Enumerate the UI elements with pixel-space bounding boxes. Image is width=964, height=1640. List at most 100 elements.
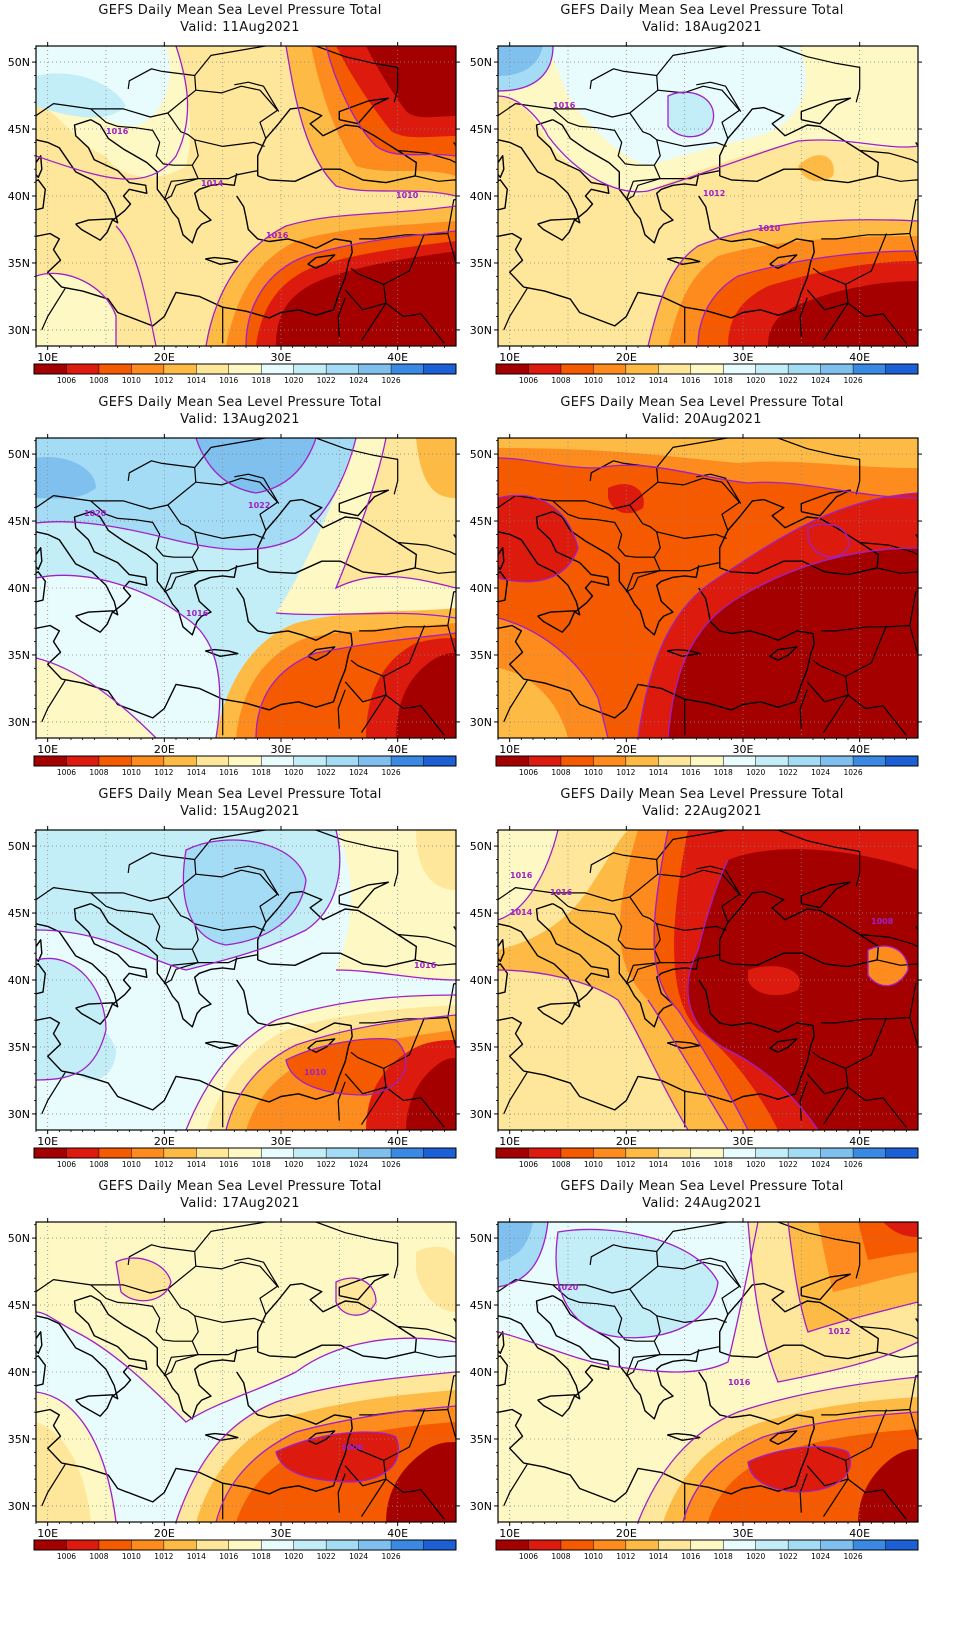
color-bar-swatch xyxy=(853,1148,886,1158)
color-bar-label: 1012 xyxy=(616,768,635,777)
color-bar-label: 1006 xyxy=(519,1160,538,1169)
country-border xyxy=(360,694,445,736)
country-border xyxy=(191,531,265,558)
country-border xyxy=(822,694,907,736)
color-bar-label: 1014 xyxy=(649,376,668,385)
coastline xyxy=(800,881,851,909)
color-bar-swatch xyxy=(755,1148,789,1158)
lon-label: 30E xyxy=(271,351,292,364)
lon-label: 10E xyxy=(37,351,58,364)
country-border xyxy=(909,1409,918,1441)
country-border xyxy=(234,473,280,504)
country-border xyxy=(447,1409,456,1441)
isobar-line xyxy=(682,1411,918,1522)
color-bar-swatch xyxy=(293,1540,327,1550)
coastline xyxy=(307,646,336,661)
color-bar-swatch xyxy=(391,1540,424,1550)
lon-label: 20E xyxy=(154,1135,175,1148)
coastline xyxy=(338,881,389,909)
country-border xyxy=(660,170,720,180)
country-border xyxy=(626,1354,661,1377)
pressure-band xyxy=(808,524,849,557)
pressure-band xyxy=(498,46,543,76)
country-border xyxy=(503,1464,528,1507)
color-bar-swatch xyxy=(788,364,821,374)
color-bar-swatch xyxy=(560,1148,594,1158)
color-bar-swatch xyxy=(98,756,132,766)
color-bar-label: 1006 xyxy=(57,1552,76,1561)
color-bar-label: 1006 xyxy=(519,768,538,777)
panel-title: GEFS Daily Mean Sea Level Pressure Total xyxy=(98,1179,382,1194)
lat-label: 50N xyxy=(8,1232,30,1245)
lat-label: 35N xyxy=(470,1433,492,1446)
lon-label: 10E xyxy=(37,1135,58,1148)
panel-title: GEFS Daily Mean Sea Level Pressure Total xyxy=(560,787,844,802)
coastline xyxy=(75,218,114,241)
color-bar-label: 1016 xyxy=(219,376,238,385)
color-bar-swatch xyxy=(261,1148,294,1158)
country-border xyxy=(234,1257,280,1288)
lat-label: 50N xyxy=(470,448,492,461)
color-bar-swatch xyxy=(496,364,529,374)
isobar-line xyxy=(647,999,729,1130)
country-border xyxy=(799,689,808,729)
color-bar-label: 1024 xyxy=(349,376,368,385)
country-border xyxy=(657,1261,741,1315)
country-border xyxy=(806,659,849,703)
coastline xyxy=(36,119,148,224)
panel-title: GEFS Daily Mean Sea Level Pressure Total xyxy=(98,395,382,410)
color-bar-label: 1016 xyxy=(219,768,238,777)
country-border xyxy=(191,923,265,950)
coastline xyxy=(36,155,43,179)
panel-title: GEFS Daily Mean Sea Level Pressure Total xyxy=(98,3,382,18)
isobar-line xyxy=(36,574,221,738)
coastline xyxy=(90,903,238,1028)
color-bar-label: 1014 xyxy=(649,1160,668,1169)
lat-label: 40N xyxy=(8,190,30,203)
country-border xyxy=(656,438,861,495)
coastline xyxy=(338,1273,389,1301)
lat-label: 30N xyxy=(470,716,492,729)
lon-label: 30E xyxy=(271,1527,292,1540)
country-border xyxy=(397,149,456,164)
color-bar-label: 1018 xyxy=(714,1160,733,1169)
color-bar-swatch xyxy=(261,1540,294,1550)
country-border xyxy=(799,1081,808,1121)
color-bar-label: 1026 xyxy=(844,1552,863,1561)
lon-label: 30E xyxy=(271,743,292,756)
color-bar-swatch xyxy=(496,1540,529,1550)
country-border xyxy=(447,233,456,265)
country-border xyxy=(198,562,258,572)
country-border xyxy=(629,112,658,141)
coastline xyxy=(498,1355,508,1387)
color-bar-label: 1020 xyxy=(284,1552,303,1561)
coastline xyxy=(36,1295,148,1400)
panel-valid-date: Valid: 17Aug2021 xyxy=(180,1196,300,1211)
country-border xyxy=(909,233,918,265)
color-bar-label: 1024 xyxy=(811,768,830,777)
panel-valid-date: Valid: 22Aug2021 xyxy=(642,804,762,819)
country-border xyxy=(397,541,456,556)
color-bar-swatch xyxy=(690,1148,724,1158)
pressure-band xyxy=(498,495,578,582)
color-bar-swatch xyxy=(34,1540,67,1550)
color-bar-swatch xyxy=(228,364,262,374)
country-border xyxy=(845,233,888,285)
color-bar-label: 1026 xyxy=(382,1552,401,1561)
lon-label: 20E xyxy=(616,351,637,364)
isobar-line xyxy=(215,1405,456,1522)
pressure-band xyxy=(768,281,918,346)
coastline xyxy=(719,1282,879,1360)
color-bar-label: 1010 xyxy=(122,376,141,385)
coastline xyxy=(915,142,918,147)
color-bar-swatch xyxy=(723,1148,756,1158)
color-bar-swatch xyxy=(593,1148,627,1158)
coastline xyxy=(523,979,815,1111)
country-border xyxy=(626,570,661,593)
pressure-band xyxy=(366,46,456,118)
lat-label: 45N xyxy=(8,123,30,136)
color-bar-swatch xyxy=(131,1148,165,1158)
color-bar-swatch xyxy=(593,1540,627,1550)
country-border xyxy=(498,1244,659,1294)
